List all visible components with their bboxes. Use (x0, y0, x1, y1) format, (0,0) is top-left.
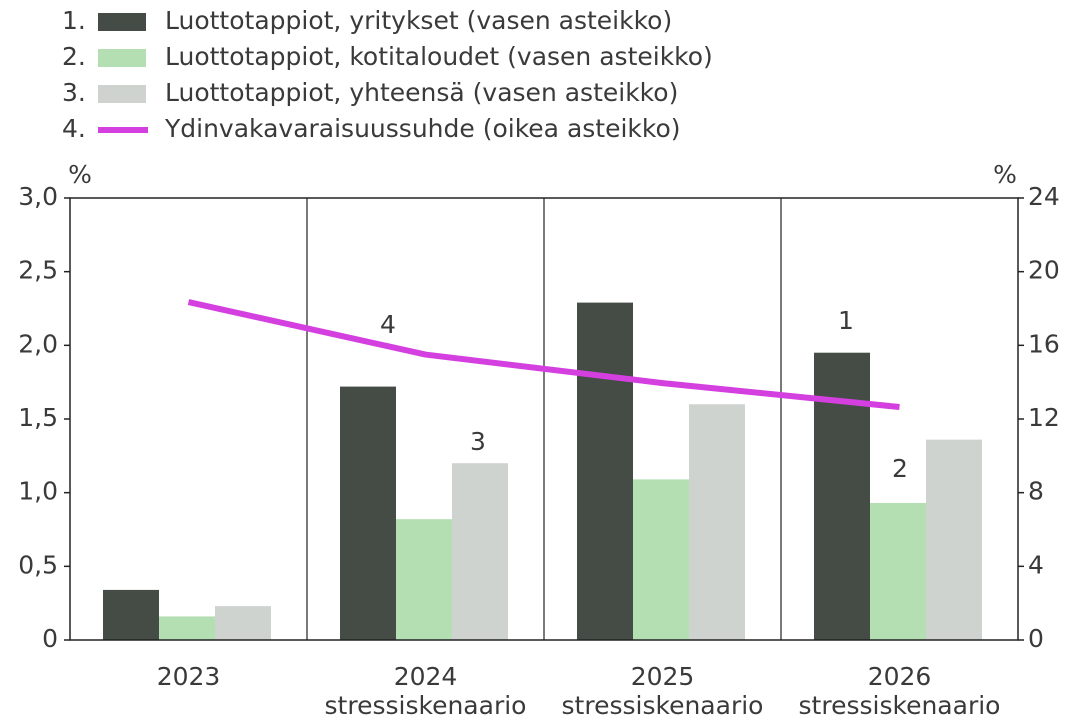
bar (870, 502, 926, 640)
x-tick-sublabel: stressiskenaario (799, 691, 1001, 720)
legend-number: 1. (62, 6, 86, 35)
legend-number: 3. (62, 78, 86, 107)
y-tick-label: 3,0 (18, 182, 58, 211)
legend-label: Luottotappiot, yhteensä (vasen asteikko) (165, 78, 678, 107)
legend-label: Luottotappiot, yritykset (vasen asteikko… (165, 6, 672, 35)
y2-axis-label: % (993, 160, 1017, 189)
x-tick-label: 2024 (394, 662, 458, 691)
y2-tick-label: 0 (1028, 624, 1044, 653)
y-tick-label: 0,5 (18, 550, 58, 579)
bar (689, 404, 745, 640)
bar (633, 479, 689, 640)
bar (103, 589, 159, 640)
plot-frame (69, 197, 1019, 641)
annotation: 3 (470, 427, 486, 456)
y-tick-label: 1,0 (18, 477, 58, 506)
bar (396, 519, 452, 640)
annotation: 1 (838, 306, 854, 335)
bar (926, 439, 982, 640)
y2-tick-label: 24 (1028, 182, 1060, 211)
y2-tick-label: 4 (1028, 550, 1044, 579)
y-tick-label: 1,5 (18, 403, 58, 432)
annotation: 2 (892, 454, 908, 483)
bar (577, 302, 633, 640)
x-tick-sublabel: stressiskenaario (562, 691, 764, 720)
y2-tick-label: 8 (1028, 477, 1044, 506)
y-axis-label: % (68, 160, 92, 189)
x-tick-label: 2026 (868, 662, 932, 691)
legend-swatch (98, 85, 146, 103)
y-tick-label: 2,0 (18, 329, 58, 358)
bar (159, 616, 215, 640)
y2-tick-label: 16 (1028, 329, 1060, 358)
x-tick-sublabel: stressiskenaario (325, 691, 527, 720)
x-tick-label: 2025 (631, 662, 695, 691)
legend-number: 2. (62, 42, 86, 71)
legend-label: Luottotappiot, kotitaloudet (vasen astei… (165, 42, 713, 71)
legend-swatch (98, 49, 146, 67)
bar (452, 463, 508, 640)
legend-swatch (98, 13, 146, 31)
bar (215, 606, 271, 640)
bar (814, 352, 870, 640)
line (187, 299, 900, 411)
y-tick-label: 0 (42, 624, 58, 653)
x-tick-label: 2023 (157, 662, 221, 691)
legend-number: 4. (62, 114, 86, 143)
legend-label: Ydinvakavaraisuussuhde (oikea asteikko) (164, 114, 681, 143)
bar (340, 386, 396, 640)
y2-tick-label: 12 (1028, 403, 1060, 432)
y2-tick-label: 20 (1028, 256, 1060, 285)
y-tick-label: 2,5 (18, 256, 58, 285)
annotation: 4 (380, 310, 396, 339)
